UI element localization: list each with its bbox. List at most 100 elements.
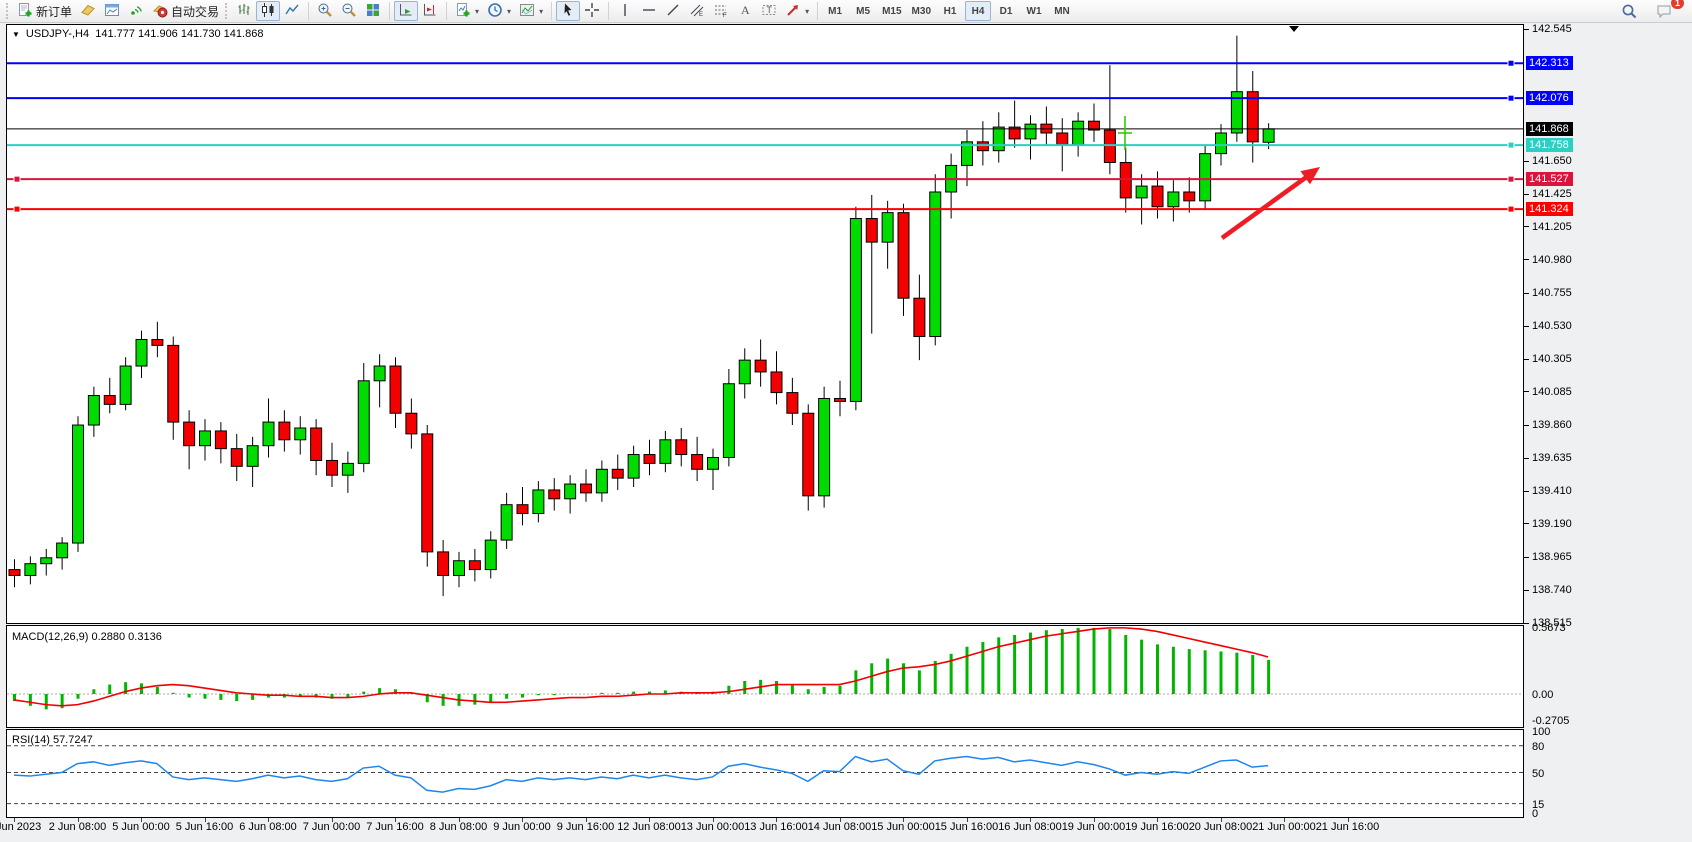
text-label-tool-button[interactable]: T bbox=[757, 1, 781, 21]
timeframe-m30-button[interactable]: M30 bbox=[911, 5, 931, 17]
time-tick-mark bbox=[712, 818, 714, 822]
text-tool-button[interactable]: A bbox=[733, 1, 757, 21]
time-tick-mark bbox=[585, 818, 587, 822]
timeframe-h1-button[interactable]: H1 bbox=[943, 5, 957, 17]
chart-window-button[interactable] bbox=[100, 1, 124, 21]
macd-scale-label: 0.00 bbox=[1532, 689, 1554, 701]
bull-candle bbox=[818, 397, 831, 497]
price-tick-label: 140.305 bbox=[1532, 353, 1572, 366]
chart-shift-button[interactable] bbox=[418, 1, 442, 21]
time-axis-label: 5 Jun 00:00 bbox=[112, 821, 170, 833]
crosshair-icon bbox=[584, 2, 600, 21]
new-order-icon bbox=[17, 2, 33, 21]
fibonacci-tool-button[interactable]: F bbox=[709, 1, 733, 21]
ticket-button[interactable] bbox=[76, 1, 100, 21]
price-tick-mark bbox=[1524, 457, 1529, 459]
bear-candle bbox=[437, 551, 450, 576]
bull-candle bbox=[373, 365, 386, 382]
notifications-button[interactable]: 1 bbox=[1652, 0, 1684, 21]
macd-indicator-label: MACD(12,26,9) 0.2880 0.3136 bbox=[12, 631, 162, 643]
signals-button[interactable] bbox=[124, 1, 148, 21]
time-tick-mark bbox=[1284, 818, 1285, 822]
chart-dropdown-icon[interactable]: ▼ bbox=[12, 29, 20, 39]
timeframe-h4-button[interactable]: H4 bbox=[965, 1, 991, 21]
line-chart-mode-button[interactable] bbox=[280, 1, 304, 21]
bear-candle bbox=[310, 427, 323, 461]
time-tick-mark bbox=[649, 818, 650, 822]
hline-price-label[interactable]: 141.527 bbox=[1526, 172, 1573, 187]
search-button[interactable] bbox=[1617, 1, 1642, 21]
bear-candle bbox=[1246, 91, 1259, 143]
trendline-tool-button[interactable] bbox=[661, 1, 685, 21]
time-axis-label: 21 Jun 16:00 bbox=[1315, 821, 1380, 833]
hline-price-label[interactable]: 142.313 bbox=[1526, 56, 1573, 71]
timeframe-mn-button[interactable]: MN bbox=[1054, 5, 1070, 17]
price-tick-label: 141.650 bbox=[1532, 155, 1572, 167]
time-axis-label: 12 Jun 08:00 bbox=[617, 821, 681, 833]
toolbar-separator bbox=[551, 2, 553, 20]
hline-price-label[interactable]: 141.758 bbox=[1526, 138, 1573, 153]
time-axis-label: 15 Jun 16:00 bbox=[934, 821, 999, 833]
timeframe-m1-button[interactable]: M1 bbox=[828, 5, 843, 17]
arrows-tool-button[interactable]: ▾ bbox=[781, 1, 813, 21]
macd-panel bbox=[6, 625, 1524, 728]
rsi-scale-label: 50 bbox=[1532, 767, 1545, 780]
periods-button[interactable]: ▾ bbox=[483, 1, 515, 21]
indicators-button[interactable]: ▾ bbox=[451, 1, 483, 21]
horizontal-line-tool-button[interactable] bbox=[637, 1, 661, 21]
time-axis-label: 19 Jun 16:00 bbox=[1125, 821, 1189, 833]
bull-candle bbox=[722, 383, 735, 458]
time-tick-mark bbox=[14, 818, 15, 822]
bear-candle bbox=[1183, 191, 1196, 202]
price-tick-label: 139.410 bbox=[1532, 485, 1572, 498]
time-axis-label: 5 Jun 16:00 bbox=[175, 821, 234, 833]
equidistant-channel-tool-button[interactable]: E bbox=[685, 1, 709, 21]
tile-windows-button[interactable] bbox=[361, 1, 385, 21]
bear-candle bbox=[468, 560, 481, 571]
zoom-in-button[interactable] bbox=[313, 1, 337, 21]
bull-candle bbox=[929, 191, 942, 338]
time-axis-label: 15 Jun 00:00 bbox=[871, 821, 935, 833]
zoom-out-button[interactable] bbox=[337, 1, 361, 21]
line-handle bbox=[13, 175, 21, 183]
timeframe-w1-button[interactable]: W1 bbox=[1026, 5, 1042, 17]
price-tick-mark bbox=[1524, 589, 1529, 591]
timeframe-d1-button[interactable]: D1 bbox=[999, 5, 1013, 17]
time-tick-mark bbox=[776, 818, 777, 822]
rsi-line bbox=[13, 755, 1269, 793]
bar-chart-mode-button[interactable] bbox=[232, 1, 256, 21]
bull-candle bbox=[564, 483, 577, 500]
new-order-button[interactable]: 新订单 bbox=[13, 1, 76, 21]
candlestick-mode-button[interactable] bbox=[256, 1, 281, 21]
hline-price-label[interactable]: 142.076 bbox=[1526, 91, 1573, 106]
candlestick-icon bbox=[260, 2, 276, 21]
toolbar-separator bbox=[446, 2, 448, 20]
vertical-line-tool-button[interactable] bbox=[613, 1, 637, 21]
line-handle bbox=[1507, 205, 1515, 213]
auto-trading-button[interactable]: 自动交易 bbox=[148, 1, 223, 21]
bear-candle bbox=[786, 392, 799, 414]
timeframe-m15-button[interactable]: M15 bbox=[882, 5, 902, 17]
bull-candle bbox=[1199, 153, 1212, 202]
auto-scroll-button[interactable] bbox=[394, 1, 419, 21]
bull-candle bbox=[1024, 123, 1037, 140]
svg-text:A: A bbox=[741, 3, 750, 17]
bull-candle bbox=[1230, 91, 1243, 134]
templates-button[interactable]: ▾ bbox=[515, 1, 547, 21]
crosshair-tool-button[interactable] bbox=[580, 1, 604, 21]
bear-candle bbox=[1103, 129, 1116, 163]
bull-candle bbox=[659, 439, 672, 464]
time-axis-label: 9 Jun 00:00 bbox=[493, 821, 551, 833]
timeframe-m5-button[interactable]: M5 bbox=[856, 5, 871, 17]
hline-price-label[interactable]: 141.324 bbox=[1526, 202, 1573, 217]
rsi-indicator-label: RSI(14) 57.7247 bbox=[12, 734, 93, 746]
bear-candle bbox=[326, 459, 338, 476]
time-tick-mark bbox=[1093, 818, 1095, 822]
bull-candle bbox=[87, 395, 100, 426]
time-tick-mark bbox=[1220, 818, 1222, 822]
chart-canvas[interactable] bbox=[6, 24, 1524, 818]
cursor-tool-button[interactable] bbox=[556, 1, 581, 21]
bull-candle bbox=[484, 539, 497, 571]
current-price-label: 141.868 bbox=[1526, 121, 1573, 136]
bear-candle bbox=[167, 344, 180, 423]
